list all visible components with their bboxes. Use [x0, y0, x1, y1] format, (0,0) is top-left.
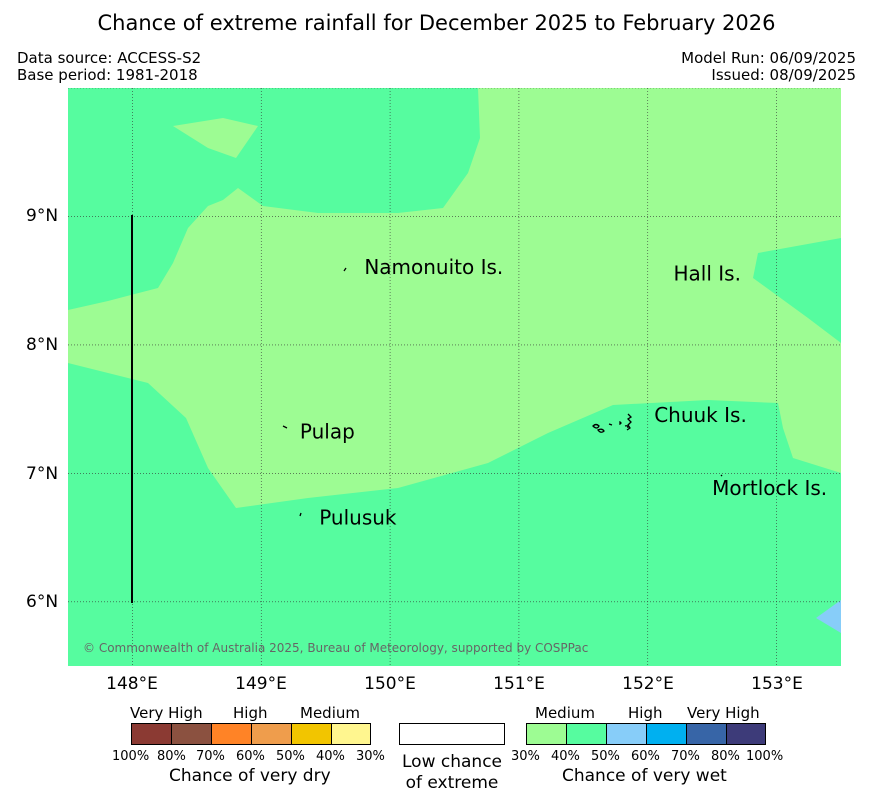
wet-swatch-30-40: [526, 723, 566, 745]
lat-tick-label: 9°N: [26, 206, 59, 226]
namonuito-island-icon: [343, 267, 347, 272]
base-period-text: Base period: 1981-2018: [17, 66, 198, 84]
legend-divider: [566, 723, 567, 745]
wet-tick: 100%: [746, 749, 784, 764]
meta-left: Data source: ACCESS-S2 Base period: 1981…: [17, 50, 201, 84]
copyright-text: © Commonwealth of Australia 2025, Bureau…: [83, 641, 588, 655]
pulusuk-island-icon: [299, 512, 302, 517]
dry-tick: 40%: [316, 749, 345, 764]
region-high-50-60: [816, 600, 841, 633]
dry-tick: 80%: [157, 749, 186, 764]
lat-tick-label: 8°N: [26, 335, 59, 355]
wet-swatch-50-60: [606, 723, 646, 745]
island-outlines: [282, 267, 723, 517]
dry-swatch-60-50: [251, 723, 291, 745]
low-chance-caption: Low chance of extreme: [390, 752, 514, 794]
model-run-text: Model Run: 06/09/2025: [681, 49, 856, 67]
place-label: Pulap: [300, 420, 355, 444]
wet-tick: 70%: [671, 749, 700, 764]
legend-divider: [251, 723, 252, 745]
lon-tick-label: 150°E: [364, 674, 416, 694]
legend-divider: [606, 723, 607, 745]
lat-tick-label: 7°N: [26, 464, 59, 484]
wet-tick: 60%: [631, 749, 660, 764]
legend-divider: [726, 723, 727, 745]
data-source-text: Data source: ACCESS-S2: [17, 49, 202, 67]
wet-swatch-40-50: [566, 723, 606, 745]
dry-legend-caption: Chance of very dry: [169, 766, 331, 786]
lon-tick-label: 153°E: [751, 674, 803, 694]
lon-tick-label: 149°E: [235, 674, 287, 694]
lat-tick-label: 6°N: [26, 592, 59, 612]
map-title: Chance of extreme rainfall for December …: [97, 11, 776, 35]
lon-tick-label: 152°E: [622, 674, 674, 694]
wet-tick: 30%: [511, 749, 540, 764]
wet-medium-header: Medium: [535, 704, 595, 722]
low-chance-swatch: [399, 723, 505, 745]
dry-very-high-header: Very High: [130, 704, 203, 722]
legend-divider: [646, 723, 647, 745]
legend-divider: [686, 723, 687, 745]
low-chance-line2: of extreme: [405, 773, 499, 793]
wet-swatch-80-100: [726, 723, 766, 745]
wet-legend-caption: Chance of very wet: [562, 766, 727, 786]
dry-swatch-100-80: [131, 723, 171, 745]
dry-tick: 30%: [356, 749, 385, 764]
place-label: Chuuk Is.: [654, 403, 747, 427]
dry-tick: 60%: [236, 749, 265, 764]
mortlock-island-icon: [720, 474, 723, 477]
dry-swatch-50-40: [291, 723, 331, 745]
dry-swatch-40-30: [331, 723, 371, 745]
dry-tick: 100%: [112, 749, 150, 764]
dry-swatch-80-70: [171, 723, 211, 745]
lon-tick-label: 148°E: [106, 674, 158, 694]
dry-swatch-70-60: [211, 723, 251, 745]
meta-right: Model Run: 06/09/2025 Issued: 08/09/2025: [681, 50, 856, 84]
legend-divider: [171, 723, 172, 745]
place-label: Mortlock Is.: [712, 476, 827, 500]
gridlines: [68, 88, 841, 666]
place-label: Namonuito Is.: [364, 255, 503, 279]
legend-divider: [211, 723, 212, 745]
place-label: Hall Is.: [674, 262, 741, 286]
wet-tick: 50%: [591, 749, 620, 764]
rainfall-map: Namonuito Is. Hall Is. Pulap Chuuk Is. Mortl…: [68, 88, 841, 666]
issued-text: Issued: 08/09/2025: [711, 66, 856, 84]
dry-tick: 70%: [196, 749, 225, 764]
legend-divider: [291, 723, 292, 745]
legend-divider: [331, 723, 332, 745]
dry-medium-header: Medium: [300, 704, 360, 722]
lon-tick-label: 151°E: [493, 674, 545, 694]
chuuk-island-icon: [592, 413, 633, 433]
pulap-island-icon: [282, 425, 288, 429]
wet-tick: 80%: [711, 749, 740, 764]
wet-swatch-70-80: [686, 723, 726, 745]
low-chance-line1: Low chance: [402, 752, 502, 772]
wet-high-header: High: [628, 704, 663, 722]
dry-tick: 50%: [276, 749, 305, 764]
place-label: Pulusuk: [319, 506, 397, 530]
region-medium-30-40-north: [173, 118, 258, 158]
place-labels: Namonuito Is. Hall Is. Pulap Chuuk Is. Mortl…: [300, 255, 827, 529]
wet-swatch-60-70: [646, 723, 686, 745]
wet-tick: 40%: [551, 749, 580, 764]
wet-very-high-header: Very High: [687, 704, 760, 722]
dry-high-header: High: [233, 704, 268, 722]
